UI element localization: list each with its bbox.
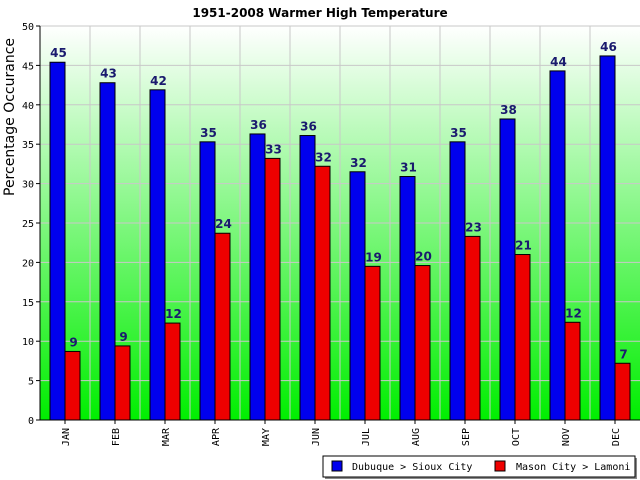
chart-title: 1951-2008 Warmer High Temperature [192, 6, 447, 20]
x-tick-label: AUG [411, 428, 422, 446]
x-tick-label: FEB [111, 428, 122, 446]
y-tick-label: 50 [22, 22, 34, 33]
bar-value-label: 45 [50, 46, 67, 60]
x-tick-label: APR [211, 427, 222, 446]
bar-mason-city [264, 157, 281, 421]
bar-dubuque [549, 70, 566, 421]
bar-dubuque [249, 133, 266, 421]
bar-value-label: 35 [200, 126, 217, 140]
bar-mason-city [64, 350, 81, 421]
y-tick-label: 45 [22, 61, 34, 72]
bar-mason-city [164, 322, 181, 421]
bar-mason-city [414, 265, 431, 421]
bar-value-label: 35 [450, 126, 467, 140]
legend-swatch [331, 460, 343, 472]
legend-label: Mason City > Lamoni [516, 462, 630, 473]
bar-value-label: 19 [365, 250, 382, 264]
bar-value-label: 9 [69, 335, 77, 349]
plot-area: 0 5 10 15 20 25 30 35 40 45 50 45 9 JAN 43 9 FEB 42 12 MAR 3… [22, 22, 640, 446]
x-tick-label: MAR [161, 427, 172, 446]
bar-dubuque [149, 89, 166, 421]
bar-dubuque [299, 135, 316, 421]
x-tick-label: DEC [611, 428, 622, 446]
bar-value-label: 23 [465, 220, 482, 234]
bar-mason-city [114, 345, 131, 421]
bar-value-label: 36 [300, 120, 317, 134]
bar-value-label: 32 [350, 156, 367, 170]
bar-value-label: 7 [619, 347, 627, 361]
y-tick-label: 15 [22, 298, 34, 309]
bar-value-label: 42 [150, 74, 167, 88]
bar-value-label: 21 [515, 239, 532, 253]
y-tick-label: 20 [22, 258, 34, 269]
bar-value-label: 36 [250, 118, 267, 132]
legend-swatch [494, 460, 506, 472]
bar-value-label: 46 [600, 40, 617, 54]
bar-dubuque [449, 141, 466, 421]
bar-mason-city [514, 254, 531, 421]
bar-dubuque [499, 118, 516, 421]
bar-value-label: 12 [165, 307, 182, 321]
bar-value-label: 44 [550, 55, 567, 69]
legend-box [322, 455, 636, 478]
bar-value-label: 33 [265, 142, 282, 156]
bar-mason-city [364, 265, 381, 421]
y-tick-label: 0 [28, 416, 34, 427]
bar-dubuque [49, 61, 66, 421]
bar-dubuque [349, 171, 366, 421]
bar-value-label: 31 [400, 161, 417, 175]
legend-label: Dubuque > Sioux City [352, 462, 472, 473]
bar-value-label: 20 [415, 250, 432, 264]
y-tick-label: 40 [22, 101, 34, 112]
bar-value-label: 9 [119, 330, 127, 344]
y-axis-label: Percentage Occurance [2, 38, 18, 196]
y-tick-label: 30 [22, 180, 34, 191]
x-tick-label: JUN [311, 428, 322, 446]
x-tick-label: JUL [361, 428, 372, 446]
bar-mason-city [214, 232, 231, 421]
x-tick-label: MAY [261, 428, 272, 446]
y-tick-label: 25 [22, 219, 34, 230]
bar-value-label: 32 [315, 150, 332, 164]
bar-mason-city [314, 165, 331, 421]
bar-mason-city [564, 321, 581, 421]
bar-dubuque [99, 82, 116, 421]
y-tick-label: 35 [22, 140, 34, 151]
bar-mason-city [614, 362, 631, 421]
bar-dubuque [599, 55, 616, 421]
bar-value-label: 38 [500, 103, 517, 117]
bar-value-label: 12 [565, 306, 582, 320]
y-tick-label: 5 [28, 377, 34, 388]
y-tick-label: 10 [22, 337, 34, 348]
bar-dubuque [399, 176, 416, 421]
bar-mason-city [464, 235, 481, 421]
x-tick-label: OCT [511, 428, 522, 446]
legend: Dubuque > Sioux City Mason City > Lamoni [322, 455, 637, 479]
bar-dubuque [199, 141, 216, 421]
x-tick-label: JAN [61, 428, 72, 446]
x-tick-label: NOV [561, 428, 572, 446]
bar-value-label: 24 [215, 217, 232, 231]
x-tick-label: SEP [461, 428, 472, 446]
bar-value-label: 43 [100, 67, 117, 81]
